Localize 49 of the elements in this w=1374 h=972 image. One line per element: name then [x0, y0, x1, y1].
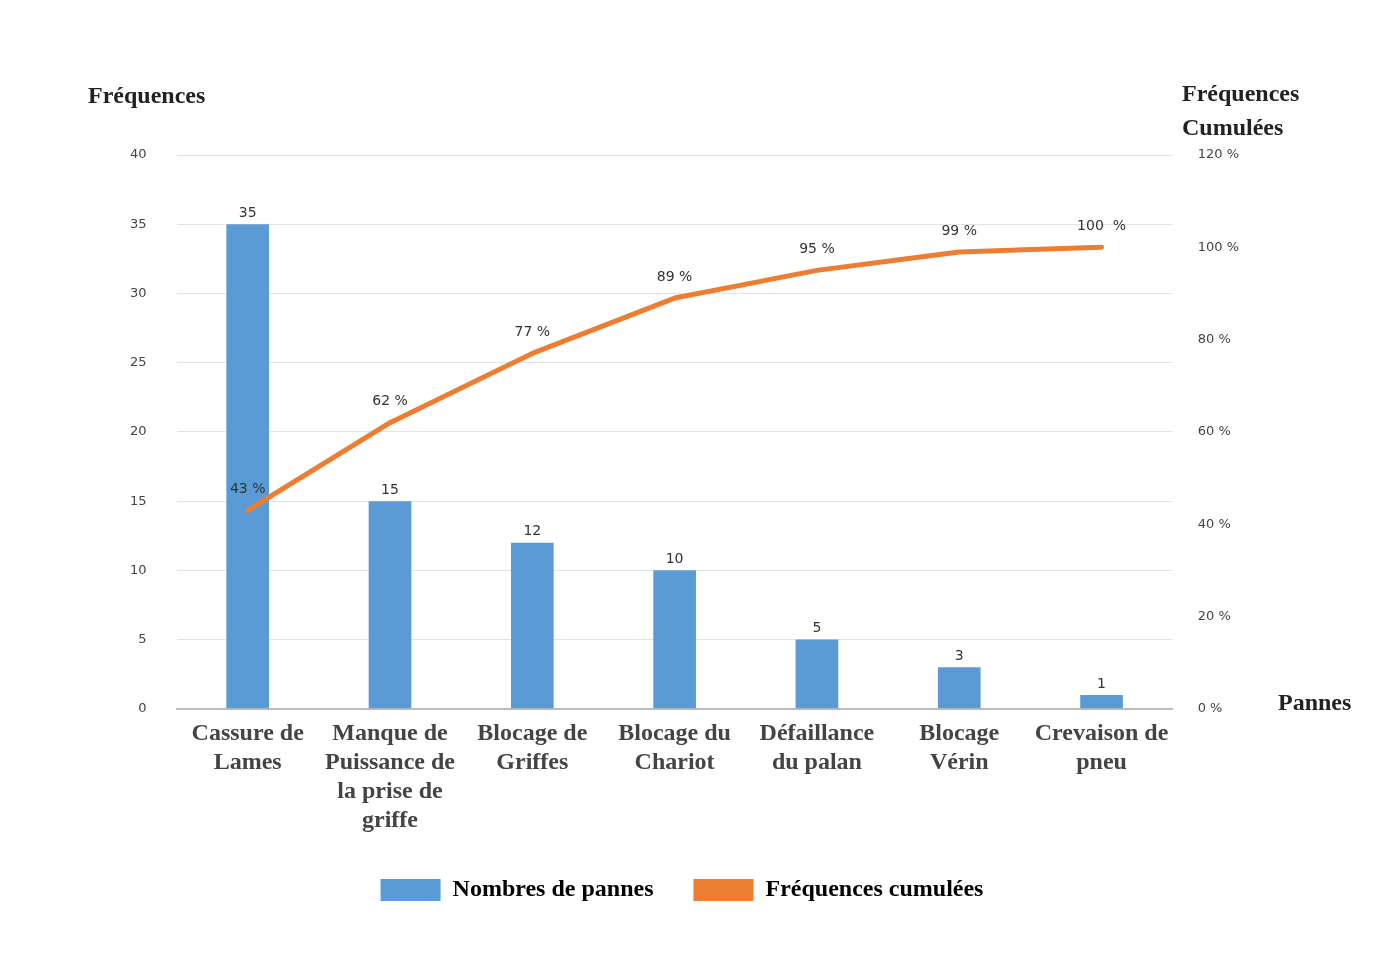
y2-tick-label: 0 %: [1197, 700, 1223, 716]
y-tick-label: 10: [130, 561, 147, 577]
y2-tick-label: 20 %: [1197, 607, 1231, 623]
data-label: 77 %: [514, 323, 551, 340]
y-tick-label: 40: [130, 146, 147, 162]
x-tick-label: Blocage de Griffes: [477, 719, 588, 775]
y-tick-label: 35: [130, 215, 147, 231]
bar: [510, 542, 554, 709]
y2-tick-label: 80 %: [1197, 330, 1231, 346]
data-label: 100 %: [1077, 216, 1127, 233]
legend-label: Fréquences cumulées: [765, 875, 984, 902]
x-tick-label: Cassure de Lames: [191, 719, 305, 775]
data-label: 95 %: [799, 240, 835, 257]
x-axis-title: Pannes: [1278, 689, 1352, 716]
bar: [368, 501, 412, 709]
y2-tick-label: 40 %: [1197, 515, 1231, 531]
bar: [1080, 694, 1123, 709]
x-tick-label: Blocage Vérin: [919, 719, 1000, 775]
data-label: 3: [954, 646, 964, 663]
data-label: 35: [238, 203, 257, 220]
bar: [226, 224, 270, 709]
y-tick-label: 0: [138, 700, 147, 716]
y-axis-title: Fréquences: [88, 82, 206, 109]
bar: [937, 667, 981, 709]
data-label: 62 %: [372, 392, 408, 409]
data-label: 12: [523, 522, 542, 539]
x-tick-label: Crevaison de pneu: [1034, 719, 1169, 775]
y-tick-label: 15: [130, 492, 147, 508]
y-tick-label: 20: [130, 423, 147, 439]
y-tick-label: 5: [138, 630, 147, 646]
data-label: 99 %: [941, 221, 978, 238]
y2-tick-label: 120 %: [1197, 146, 1240, 162]
data-label: 15: [381, 480, 399, 497]
data-label: 43 %: [229, 480, 266, 496]
data-label: 10: [665, 549, 684, 566]
y2-tick-label: 60 %: [1197, 423, 1231, 439]
x-tick-label: Manque de Puissance de la prise de griffe: [325, 719, 456, 832]
y2-tick-label: 100 %: [1197, 238, 1240, 254]
data-label: 5: [812, 619, 822, 636]
x-tick-label: Défaillance du palan: [759, 719, 875, 775]
x-tick-label: Blocage du Chariot: [618, 719, 731, 775]
bar: [795, 639, 839, 709]
bar: [653, 570, 696, 709]
y2-axis-title: Fréquences Cumulées: [1182, 79, 1301, 142]
data-label: 89 %: [656, 267, 693, 284]
legend-label: Nombres de pannes: [452, 875, 654, 902]
y-tick-label: 30: [130, 284, 147, 300]
data-label: 1: [1097, 674, 1107, 691]
y-tick-label: 25: [130, 354, 147, 370]
